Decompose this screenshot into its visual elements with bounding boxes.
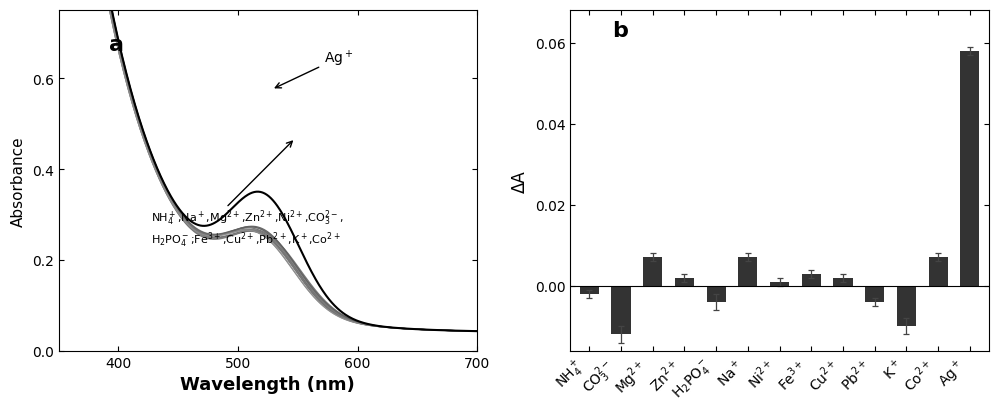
Bar <box>643 258 662 286</box>
Bar <box>960 52 979 286</box>
Text: NH$_4^+$,Na$^+$,Mg$^{2+}$,Zn$^{2+}$,Ni$^{2+}$,CO$_3^{2-}$,
H$_2$PO$_4^-$;Fe$^{3+: NH$_4^+$,Na$^+$,Mg$^{2+}$,Zn$^{2+}$,Ni$^… <box>151 208 343 250</box>
Y-axis label: Absorbance: Absorbance <box>11 136 26 226</box>
Bar <box>770 282 789 286</box>
X-axis label: Wavelength (nm): Wavelength (nm) <box>180 375 355 393</box>
Bar <box>707 286 726 302</box>
Text: a: a <box>109 35 124 55</box>
Bar <box>675 278 694 286</box>
Bar <box>833 278 853 286</box>
Text: b: b <box>612 21 628 41</box>
Y-axis label: ΔA: ΔA <box>511 170 529 192</box>
Bar <box>580 286 599 294</box>
Bar <box>611 286 631 335</box>
Text: Ag$^+$: Ag$^+$ <box>275 48 353 89</box>
Bar <box>929 258 948 286</box>
Bar <box>897 286 916 327</box>
Bar <box>865 286 884 302</box>
Bar <box>802 274 821 286</box>
Bar <box>738 258 757 286</box>
